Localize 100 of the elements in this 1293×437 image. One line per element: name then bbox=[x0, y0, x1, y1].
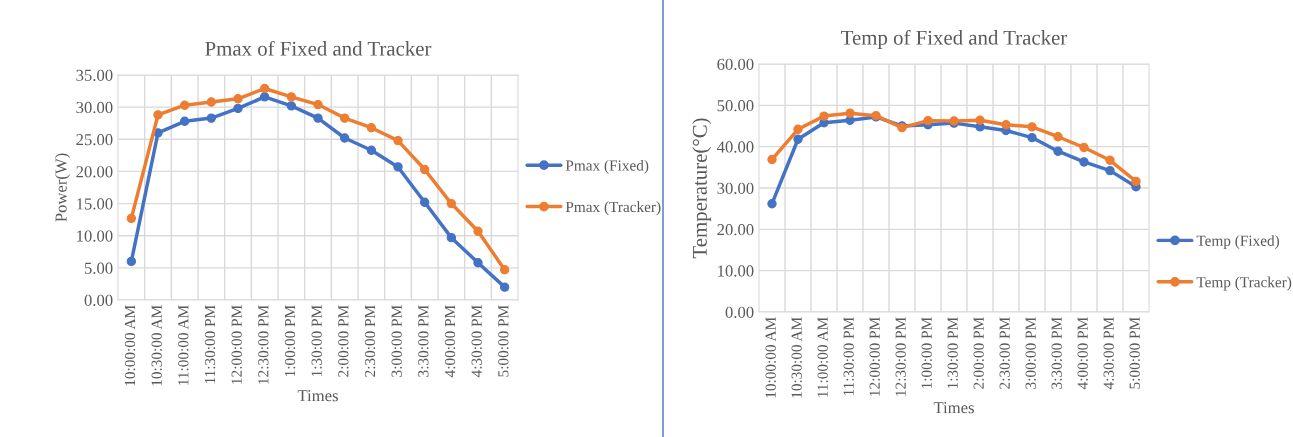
legend-label: Pmax (Tracker) bbox=[565, 201, 661, 216]
point bbox=[286, 101, 297, 111]
x-tick-label: 2:30:00 PM bbox=[364, 305, 376, 377]
x-tick-label: 5:00:00 PM bbox=[1129, 317, 1140, 389]
point bbox=[1027, 122, 1037, 132]
x-tick-label: 1:00:00 PM bbox=[921, 317, 932, 389]
x-tick-label: 5:00:00 PM bbox=[498, 305, 509, 377]
point bbox=[233, 94, 243, 104]
point bbox=[975, 115, 985, 125]
point bbox=[1001, 120, 1011, 130]
point bbox=[499, 282, 510, 292]
point bbox=[233, 103, 243, 114]
point bbox=[126, 213, 137, 224]
x-tick-label: 3:30:00 PM bbox=[418, 305, 429, 377]
x-tick-label: 4:00:00 PM bbox=[1077, 317, 1088, 390]
point bbox=[819, 111, 829, 121]
y-tick-label: 0.00 bbox=[84, 294, 113, 307]
point bbox=[1053, 146, 1063, 156]
y-tick-label: 40.00 bbox=[716, 141, 754, 153]
y-tick-label: 60.00 bbox=[717, 58, 754, 71]
chart-title: Temp of Fixed and Tracker bbox=[841, 29, 1068, 49]
x-tick-label: 4:30:00 PM bbox=[471, 305, 482, 378]
y-tick-label: 50.00 bbox=[717, 100, 754, 112]
x-tick-label: 10:30:00 AM bbox=[791, 317, 802, 398]
x-tick-label: 3:30:00 PM bbox=[1051, 317, 1062, 389]
y-tick-label: 10.00 bbox=[718, 265, 754, 277]
point bbox=[206, 97, 217, 107]
point bbox=[313, 99, 323, 110]
point bbox=[1027, 132, 1037, 143]
point bbox=[366, 123, 377, 133]
point bbox=[923, 115, 933, 126]
point bbox=[259, 83, 270, 94]
y-axis-title: Power(W) bbox=[54, 153, 71, 222]
x-tick-label: 11:30:00 PM bbox=[843, 317, 854, 396]
point bbox=[1053, 132, 1063, 142]
point bbox=[419, 197, 430, 207]
point bbox=[366, 145, 377, 155]
y-tick-label: 20.00 bbox=[76, 166, 113, 178]
x-tick-label: 3:00:00 PM bbox=[1025, 317, 1036, 389]
y-tick-label: 35.00 bbox=[76, 69, 113, 82]
legend-label: Temp (Fixed) bbox=[1196, 235, 1280, 249]
point bbox=[499, 265, 510, 275]
point bbox=[206, 113, 217, 123]
point bbox=[1105, 155, 1115, 165]
x-tick-label: 10:00:00 AM bbox=[124, 305, 136, 386]
x-tick-label: 1:00:00 PM bbox=[284, 305, 296, 377]
y-tick-label: 30.00 bbox=[76, 101, 113, 114]
legend-label: Temp (Tracker) bbox=[1196, 276, 1292, 291]
y-tick-label: 30.00 bbox=[717, 182, 754, 195]
x-tick-label: 4:00:00 PM bbox=[444, 305, 456, 378]
x-tick-label: 1:30:00 PM bbox=[947, 317, 958, 389]
point bbox=[793, 134, 803, 144]
point bbox=[286, 92, 297, 102]
point bbox=[1131, 176, 1141, 187]
x-tick-label: 12:30:00 PM bbox=[258, 305, 269, 384]
point bbox=[339, 133, 350, 143]
x-tick-label: 4:30:00 PM bbox=[1103, 317, 1114, 390]
point bbox=[446, 198, 457, 209]
point bbox=[1079, 142, 1089, 153]
point bbox=[153, 110, 163, 120]
point bbox=[473, 226, 483, 236]
x-tick-label: 2:00:00 PM bbox=[338, 305, 349, 377]
x-tick-label: 2:00:00 PM bbox=[973, 317, 984, 389]
x-tick-label: 1:30:00 PM bbox=[311, 305, 322, 377]
x-tick-label: 11:00:00 AM bbox=[178, 305, 189, 385]
point bbox=[393, 162, 403, 172]
point bbox=[767, 199, 777, 209]
point bbox=[845, 108, 855, 118]
x-tick-label: 12:00:00 PM bbox=[869, 317, 880, 396]
y-tick-label: 20.00 bbox=[717, 224, 754, 236]
chart-title: Pmax of Fixed and Tracker bbox=[205, 40, 432, 56]
point bbox=[1079, 157, 1089, 167]
point bbox=[767, 154, 777, 165]
y-tick-label: 15.00 bbox=[77, 198, 113, 210]
x-axis-title: Times bbox=[933, 402, 974, 414]
point bbox=[179, 100, 190, 110]
y-tick-label: 10.00 bbox=[77, 230, 113, 242]
point bbox=[339, 113, 350, 123]
x-tick-label: 10:30:00 AM bbox=[151, 305, 162, 386]
x-tick-label: 3:00:00 PM bbox=[391, 305, 402, 377]
y-tick-label: 0.00 bbox=[725, 306, 754, 319]
point bbox=[1105, 165, 1115, 176]
y-tick-label: 25.00 bbox=[76, 133, 113, 146]
x-tick-label: 11:00:00 AM bbox=[817, 317, 828, 397]
point bbox=[419, 164, 430, 175]
point bbox=[179, 116, 190, 126]
point bbox=[126, 256, 137, 267]
x-tick-label: 10:00:00 AM bbox=[765, 317, 776, 398]
point bbox=[473, 258, 483, 268]
point bbox=[446, 232, 457, 243]
point bbox=[259, 92, 270, 102]
x-tick-label: 2:30:00 PM bbox=[999, 317, 1010, 389]
point bbox=[793, 124, 803, 134]
x-tick-label: 11:30:00 PM bbox=[204, 305, 216, 384]
x-tick-label: 12:30:00 PM bbox=[895, 317, 906, 396]
y-tick-label: 5.00 bbox=[84, 262, 113, 274]
x-tick-label: 12:00:00 PM bbox=[231, 305, 242, 384]
legend-label: Pmax (Fixed) bbox=[565, 159, 649, 174]
point bbox=[393, 135, 403, 146]
y-axis-title: Temperature(°C) bbox=[692, 118, 712, 259]
